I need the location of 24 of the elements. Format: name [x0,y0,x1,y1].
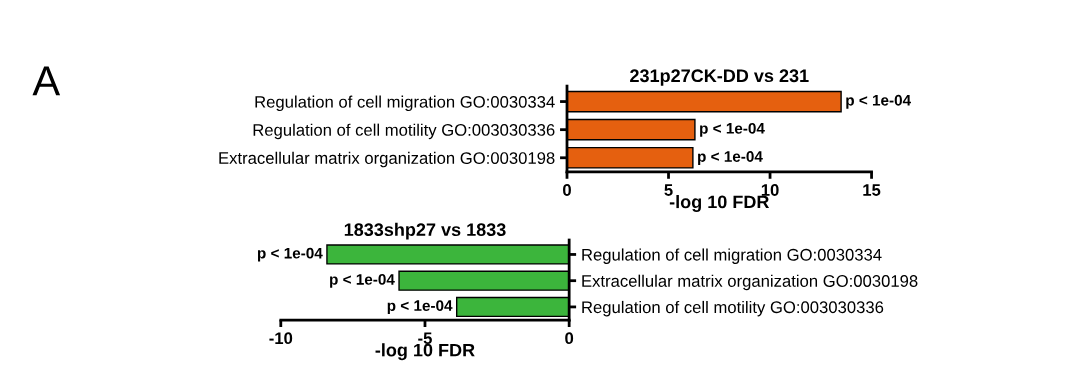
y-tick-label: Regulation of cell motility GO:003030336 [582,300,884,317]
y-tick-label: Extracellular matrix organization GO:0030198 [582,274,918,291]
x-axis-title: -log 10 FDR [669,195,770,212]
data-label: p < 1e-04 [846,94,912,109]
x-tick-label: 10 [761,184,779,196]
x-tick-label: 5 [664,184,673,196]
text: A [32,66,61,96]
y-tick-label: Regulation of cell migration GO:0030334 [582,248,882,264]
x-tick-label: 0 [563,184,571,196]
chart-title: 1833shp27 vs 1833 [344,222,506,240]
data-label: p < 1e-04 [330,273,395,288]
data-label: p < 1e-04 [700,122,765,137]
data-label: p < 1e-04 [698,151,763,165]
x-tick-label: -5 [418,332,432,345]
x-tick-label: 0 [565,332,574,345]
x-axis-title: -log 10 FDR [375,343,475,361]
y-tick-label: Regulation of cell motility GO:003030336 [253,123,555,140]
y-tick-label: Extracellular matrix organization GO:0030198 [219,151,555,168]
y-tick-label: Regulation of cell migration GO:0030334 [255,95,555,112]
x-tick-label: -10 [269,332,293,345]
chart-title: 231p27CK-DD vs 231 [630,69,809,86]
data-label: p < 1e-04 [257,247,323,262]
data-label: p < 1e-04 [387,300,453,315]
x-tick-label: 15 [863,184,881,196]
